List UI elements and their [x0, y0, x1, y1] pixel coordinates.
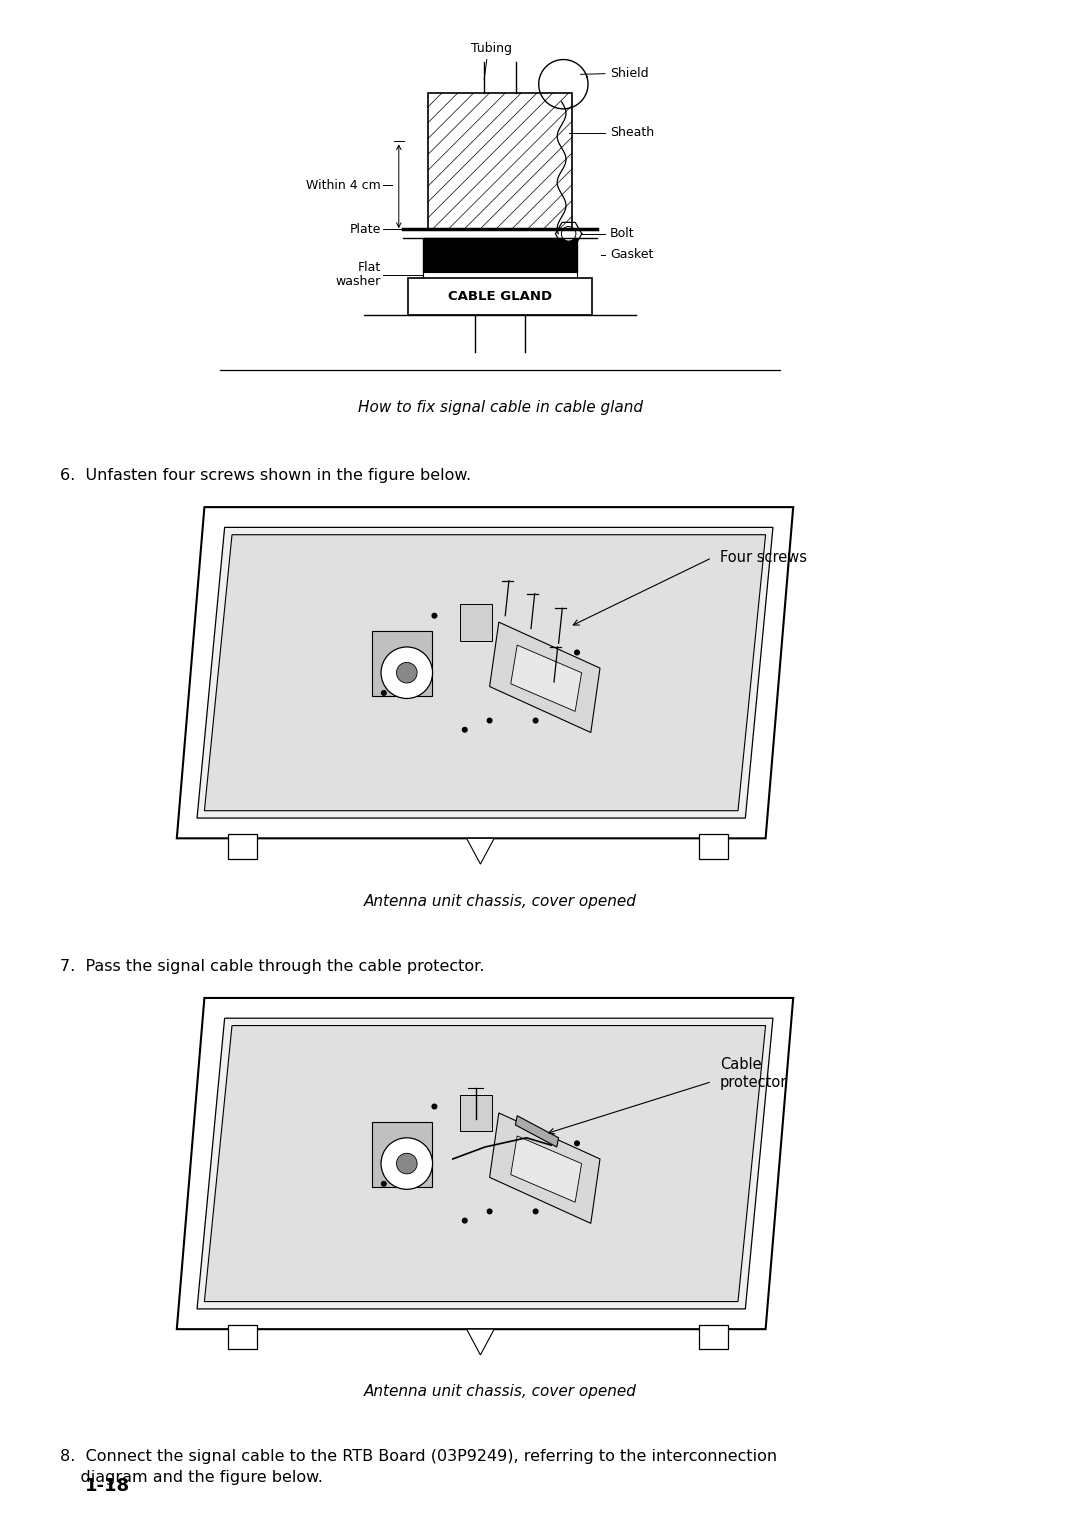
Bar [428, 93, 572, 229]
Text: How to fix signal cable in cable gland: How to fix signal cable in cable gland [357, 400, 643, 416]
Text: 7.  Pass the signal cable through the cable protector.: 7. Pass the signal cable through the cab… [60, 958, 485, 973]
Polygon shape [511, 645, 582, 712]
Circle shape [432, 1105, 436, 1109]
Polygon shape [197, 527, 773, 817]
Circle shape [462, 727, 467, 732]
Circle shape [381, 691, 386, 695]
Text: Tubing: Tubing [471, 43, 512, 55]
Text: Antenna unit chassis, cover opened: Antenna unit chassis, cover opened [364, 1384, 636, 1400]
Text: 1-18: 1-18 [85, 1478, 130, 1494]
Bar [428, 93, 572, 229]
Circle shape [432, 613, 436, 617]
Polygon shape [467, 1329, 495, 1355]
Text: Plate: Plate [350, 223, 381, 235]
Text: CABLE GLAND: CABLE GLAND [448, 290, 552, 303]
Circle shape [396, 663, 417, 683]
Polygon shape [228, 834, 257, 859]
Polygon shape [489, 1112, 600, 1224]
Polygon shape [467, 839, 495, 863]
Circle shape [396, 1154, 417, 1174]
Circle shape [381, 646, 433, 698]
Circle shape [381, 1181, 386, 1186]
Text: Cable
protector: Cable protector [720, 1057, 787, 1091]
Bar [423, 238, 577, 272]
Polygon shape [460, 604, 491, 640]
Text: Gasket: Gasket [610, 249, 653, 261]
Text: 6.  Unfasten four screws shown in the figure below.: 6. Unfasten four screws shown in the fig… [60, 468, 471, 483]
Text: Four screws: Four screws [720, 550, 807, 565]
Polygon shape [177, 507, 793, 839]
Circle shape [381, 1138, 433, 1189]
Bar [423, 272, 577, 278]
Polygon shape [699, 834, 728, 859]
Polygon shape [373, 631, 432, 695]
Polygon shape [197, 1018, 773, 1309]
Polygon shape [699, 1325, 728, 1349]
Polygon shape [515, 1115, 558, 1148]
Polygon shape [460, 1094, 491, 1131]
Text: Bolt: Bolt [610, 228, 635, 240]
Text: Flat
washer: Flat washer [336, 261, 381, 289]
Circle shape [562, 226, 576, 241]
Circle shape [534, 1209, 538, 1213]
Polygon shape [511, 1135, 582, 1203]
Circle shape [575, 651, 579, 656]
Text: Antenna unit chassis, cover opened: Antenna unit chassis, cover opened [364, 894, 636, 909]
Polygon shape [373, 1122, 432, 1187]
Text: Within 4 cm: Within 4 cm [307, 179, 381, 193]
Circle shape [462, 1218, 467, 1222]
Circle shape [534, 718, 538, 723]
Circle shape [575, 1141, 579, 1146]
Bar [407, 278, 593, 315]
Polygon shape [177, 998, 793, 1329]
Text: 8.  Connect the signal cable to the RTB Board (03P9249), referring to the interc: 8. Connect the signal cable to the RTB B… [60, 1450, 778, 1485]
Polygon shape [204, 1025, 766, 1302]
Circle shape [487, 1209, 491, 1213]
Text: Shield: Shield [610, 67, 649, 79]
Circle shape [487, 718, 491, 723]
Text: Sheath: Sheath [610, 127, 654, 139]
Polygon shape [228, 1325, 257, 1349]
Polygon shape [204, 535, 766, 811]
Polygon shape [489, 622, 600, 732]
